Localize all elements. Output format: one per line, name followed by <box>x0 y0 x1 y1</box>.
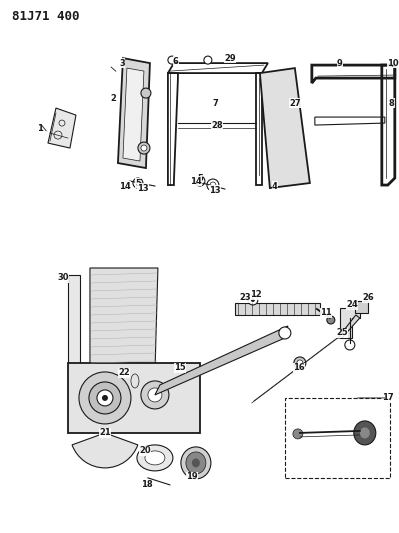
Polygon shape <box>260 68 310 188</box>
Circle shape <box>141 145 147 151</box>
Text: 7: 7 <box>212 99 218 108</box>
Text: 3: 3 <box>119 59 125 68</box>
Text: 9: 9 <box>337 59 343 68</box>
Circle shape <box>89 382 121 414</box>
Ellipse shape <box>137 445 173 471</box>
Polygon shape <box>155 326 288 395</box>
Text: 19: 19 <box>186 472 198 481</box>
Text: 25: 25 <box>336 328 348 337</box>
Circle shape <box>198 179 202 183</box>
Text: 13: 13 <box>209 185 221 195</box>
Text: 24: 24 <box>346 301 358 310</box>
Circle shape <box>279 327 291 339</box>
Polygon shape <box>235 303 320 315</box>
Polygon shape <box>338 315 360 338</box>
Text: 6: 6 <box>173 56 179 66</box>
Text: 30: 30 <box>57 273 69 282</box>
Text: 81J71 400: 81J71 400 <box>12 10 79 23</box>
Circle shape <box>210 182 216 188</box>
Ellipse shape <box>145 451 165 465</box>
Ellipse shape <box>181 447 211 479</box>
Circle shape <box>79 372 131 424</box>
Text: 11: 11 <box>320 309 332 318</box>
Circle shape <box>297 360 303 366</box>
Text: 18: 18 <box>141 480 153 489</box>
Text: 29: 29 <box>224 54 236 62</box>
Polygon shape <box>340 308 360 338</box>
Circle shape <box>251 298 255 302</box>
Bar <box>285 398 390 478</box>
Text: 27: 27 <box>289 99 301 108</box>
Text: 22: 22 <box>118 368 130 377</box>
Text: 14: 14 <box>190 176 202 185</box>
Ellipse shape <box>186 452 206 474</box>
Polygon shape <box>48 108 76 148</box>
Circle shape <box>207 179 219 191</box>
Circle shape <box>327 316 335 324</box>
Text: 16: 16 <box>293 364 305 373</box>
Circle shape <box>133 178 143 188</box>
Text: 4: 4 <box>272 182 278 190</box>
Circle shape <box>195 176 205 186</box>
Polygon shape <box>123 68 144 161</box>
Circle shape <box>138 142 150 154</box>
Text: 10: 10 <box>387 59 399 68</box>
Circle shape <box>135 181 140 185</box>
Text: 12: 12 <box>250 290 262 300</box>
Polygon shape <box>90 268 158 373</box>
Ellipse shape <box>360 427 370 439</box>
Text: 5: 5 <box>197 174 203 182</box>
Text: 8: 8 <box>389 99 395 108</box>
Ellipse shape <box>354 421 376 445</box>
Circle shape <box>97 390 113 406</box>
Circle shape <box>294 357 306 369</box>
Circle shape <box>148 388 162 402</box>
Text: 14: 14 <box>119 182 131 190</box>
Text: 21: 21 <box>99 429 111 438</box>
Circle shape <box>102 395 108 401</box>
Text: 13: 13 <box>137 183 149 192</box>
Polygon shape <box>68 363 200 433</box>
Text: 26: 26 <box>362 294 374 303</box>
Text: 5: 5 <box>135 179 141 188</box>
Ellipse shape <box>192 458 200 467</box>
Text: 20: 20 <box>139 447 151 455</box>
Circle shape <box>141 88 151 98</box>
Text: 15: 15 <box>174 364 186 373</box>
Polygon shape <box>355 301 368 313</box>
Text: 23: 23 <box>239 294 251 303</box>
Circle shape <box>345 340 355 350</box>
Polygon shape <box>118 58 150 168</box>
Text: 28: 28 <box>211 120 223 130</box>
Circle shape <box>141 381 169 409</box>
Polygon shape <box>68 275 80 373</box>
Circle shape <box>293 429 303 439</box>
Circle shape <box>204 56 212 64</box>
Circle shape <box>168 56 176 64</box>
Text: 1: 1 <box>37 124 43 133</box>
Circle shape <box>248 295 258 305</box>
Wedge shape <box>72 433 138 468</box>
Text: 2: 2 <box>110 94 116 102</box>
Text: 17: 17 <box>382 393 394 402</box>
